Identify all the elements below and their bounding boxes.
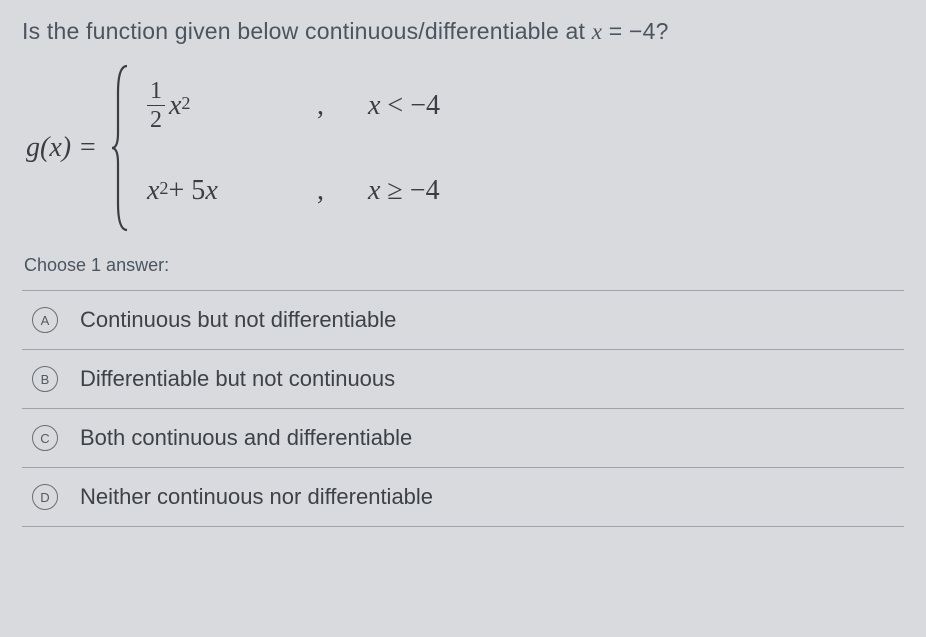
option-b[interactable]: B Differentiable but not continuous xyxy=(22,349,904,408)
option-b-text: Differentiable but not continuous xyxy=(80,366,395,392)
option-c[interactable]: C Both continuous and differentiable xyxy=(22,408,904,467)
option-b-radio[interactable]: B xyxy=(32,366,58,392)
question-text: Is the function given below continuous/d… xyxy=(22,18,904,45)
cond-2-op: ≥ xyxy=(380,175,409,206)
case-2-rest: + 5 xyxy=(169,175,206,207)
question-var: x xyxy=(592,19,602,44)
equation-block: g(x) = 1 2 x2 , x < −4 x2 + 5x , x xyxy=(26,63,904,233)
cond-1-var: x xyxy=(368,90,380,121)
option-d-text: Neither continuous nor differentiable xyxy=(80,484,433,510)
cond-2-val: −4 xyxy=(410,175,440,206)
case-2-sup: 2 xyxy=(159,178,168,199)
case-2-comma: , xyxy=(317,175,338,207)
case-2-var2: x xyxy=(205,175,217,207)
case-row-1: 1 2 x2 , x < −4 xyxy=(147,76,440,136)
option-a-text: Continuous but not differentiable xyxy=(80,307,396,333)
option-c-radio[interactable]: C xyxy=(32,425,58,451)
question-prefix: Is the function given below continuous/d… xyxy=(22,18,592,44)
option-d-radio[interactable]: D xyxy=(32,484,58,510)
left-brace-icon xyxy=(107,63,135,233)
options-list: A Continuous but not differentiable B Di… xyxy=(22,290,904,527)
case-1-expression: 1 2 x2 xyxy=(147,79,317,132)
cond-1-op: < xyxy=(380,90,410,121)
question-value: −4? xyxy=(629,18,669,44)
option-d[interactable]: D Neither continuous nor differentiable xyxy=(22,467,904,527)
case-1-condition: x < −4 xyxy=(368,90,440,122)
equation-lhs: g(x) = xyxy=(26,132,97,164)
option-a-radio[interactable]: A xyxy=(32,307,58,333)
case-2-expression: x2 + 5x xyxy=(147,175,317,207)
case-2-condition: x ≥ −4 xyxy=(368,175,440,207)
case-1-comma: , xyxy=(317,90,338,122)
frac-denominator: 2 xyxy=(150,106,162,132)
choose-label: Choose 1 answer: xyxy=(24,255,904,276)
option-a[interactable]: A Continuous but not differentiable xyxy=(22,290,904,349)
cond-1-val: −4 xyxy=(410,90,440,121)
fraction-half: 1 2 xyxy=(147,79,165,132)
case-1-sup: 2 xyxy=(181,93,190,114)
case-1-var: x xyxy=(169,90,181,122)
frac-numerator: 1 xyxy=(147,79,165,106)
cond-2-var: x xyxy=(368,175,380,206)
case-2-var1: x xyxy=(147,175,159,207)
option-c-text: Both continuous and differentiable xyxy=(80,425,412,451)
case-row-2: x2 + 5x , x ≥ −4 xyxy=(147,161,440,221)
question-eq: = xyxy=(602,18,629,44)
piecewise-cases: 1 2 x2 , x < −4 x2 + 5x , x ≥ −4 xyxy=(147,63,440,233)
